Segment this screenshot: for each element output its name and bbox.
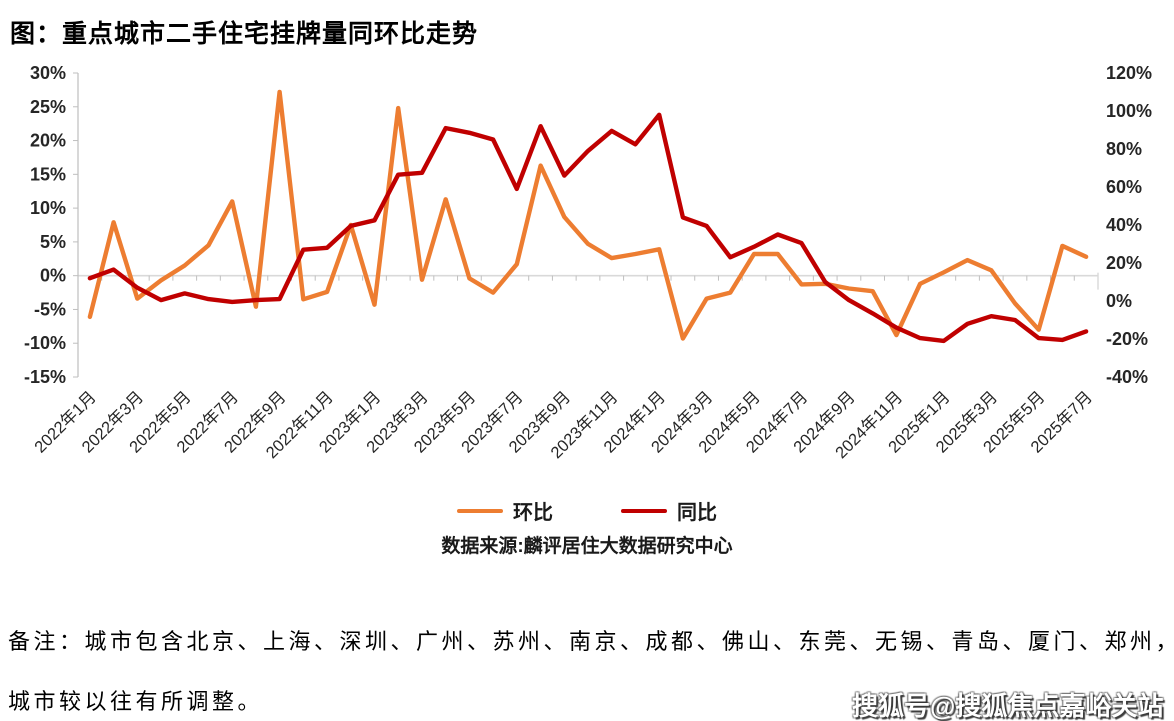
y-axis-right-label: 120%: [1106, 63, 1152, 83]
y-axis-left-label: 10%: [30, 198, 66, 218]
y-axis-right-label: -40%: [1106, 367, 1148, 387]
yoy-line-swatch: [621, 508, 667, 513]
y-axis-left-label: -15%: [24, 367, 66, 387]
mom-line: [87, 89, 1089, 341]
source-text: 数据来源:麟评居住大数据研究中心: [441, 536, 733, 557]
footnote-line-2: 城市较以往有所调整。: [8, 689, 264, 714]
y-axis-right-label: 40%: [1106, 215, 1142, 235]
y-axis-left-label: 15%: [30, 164, 66, 184]
yoy-line: [87, 112, 1089, 344]
y-axis-left-label: 5%: [40, 232, 66, 252]
y-axis-right-label: 80%: [1106, 139, 1142, 159]
y-axis-right-label: -20%: [1106, 329, 1148, 349]
y-axis-right-label: 60%: [1106, 177, 1142, 197]
legend-label-yoy: 同比: [677, 502, 717, 524]
legend-label-mom: 环比: [513, 502, 553, 524]
y-axis-right-label: 20%: [1106, 253, 1142, 273]
line-chart: 30% 25% 20% 15% 10% 5% 0% -5% -10% -15% 120% 100% 80…: [24, 63, 1152, 462]
watermark-text: 搜狐号@搜狐焦点嘉峪关站: [852, 691, 1164, 721]
y-axis-left-label: 20%: [30, 131, 66, 151]
footnote-line-1: 备注：城市包含北京、上海、深圳、广州、苏州、南京、成都、佛山、东莞、无锡、青岛、…: [8, 629, 1174, 654]
y-axis-left-label: 0%: [40, 266, 66, 286]
y-axis-left-label: -10%: [24, 333, 66, 353]
y-axis-left-label: -5%: [34, 299, 66, 319]
y-axis-left-label: 25%: [30, 97, 66, 117]
y-axis-left-label: 30%: [30, 63, 66, 83]
y-axis-right-label: 0%: [1106, 291, 1132, 311]
chart-title: 图：重点城市二手住宅挂牌量同环比走势: [10, 20, 479, 48]
legend-item-yoy: 同比: [621, 496, 717, 525]
legend: 环比 同比: [0, 496, 1174, 525]
legend-item-mom: 环比: [457, 496, 553, 525]
mom-line-swatch: [457, 508, 503, 513]
y-axis-right-label: 100%: [1106, 101, 1152, 121]
